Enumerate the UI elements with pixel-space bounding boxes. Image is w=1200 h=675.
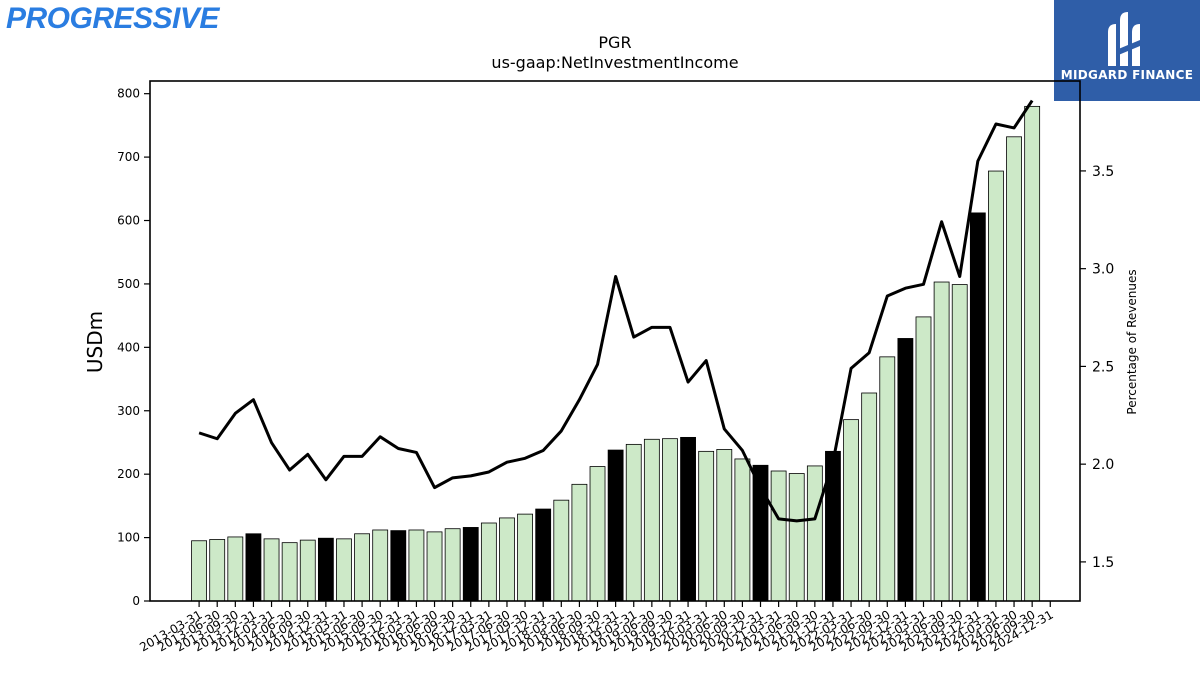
- y-tick-label: 600: [117, 214, 140, 228]
- bar: [480, 522, 497, 602]
- bar: [716, 449, 733, 602]
- bar: [535, 508, 552, 602]
- bar: [625, 443, 642, 602]
- bar: [662, 438, 678, 602]
- bar: [680, 436, 696, 602]
- bar: [897, 338, 914, 602]
- chart-subtitle: us-gaap:NetInvestmentIncome: [491, 53, 738, 72]
- bar: [643, 438, 660, 602]
- bar-series: [191, 105, 1041, 602]
- y-tick-label: 0: [132, 594, 140, 608]
- bar: [317, 537, 334, 602]
- bar: [1024, 105, 1041, 602]
- y-tick-label: 300: [117, 404, 140, 418]
- bar: [1006, 136, 1022, 602]
- bar: [933, 281, 950, 602]
- bar: [372, 529, 389, 602]
- bar: [209, 539, 226, 602]
- y2-tick-label: 3.0: [1092, 262, 1114, 278]
- midgard-mark-icon: [1108, 12, 1140, 66]
- bar: [354, 533, 370, 602]
- bar: [861, 392, 878, 602]
- revenue-share-line: [198, 99, 1034, 523]
- y-tick-label: 100: [117, 531, 140, 545]
- bar: [444, 528, 461, 602]
- bar: [263, 538, 280, 602]
- bar: [951, 284, 968, 602]
- y-tick-label: 400: [117, 340, 140, 354]
- progressive-logo-text: PROGRESSIVE: [6, 2, 219, 35]
- bar: [390, 530, 407, 602]
- y-axis-label: USDm: [83, 311, 107, 373]
- y2-tick-label: 2.5: [1092, 359, 1114, 375]
- bar: [227, 536, 244, 602]
- bar: [517, 513, 533, 602]
- bar: [607, 449, 624, 602]
- bar: [408, 529, 425, 602]
- y2-tick-label: 3.5: [1092, 164, 1114, 180]
- bar: [553, 499, 570, 602]
- midgard-brand-text: MIDGARD FINANCE: [1060, 68, 1194, 82]
- y-tick-label: 200: [117, 467, 140, 481]
- bar: [969, 212, 986, 602]
- bar: [734, 458, 751, 602]
- progressive-logo: PROGRESSIVE: [6, 2, 219, 36]
- bar: [788, 473, 805, 602]
- bar: [915, 316, 932, 602]
- chart-title: PGR: [598, 33, 631, 52]
- bar: [245, 533, 262, 602]
- bar: [191, 540, 208, 602]
- y-tick-label: 800: [117, 87, 140, 101]
- y2-tick-label: 1.5: [1092, 555, 1114, 571]
- axes: 0 100 200 300 400 500 600 700 800 1.5 2.0 2.5 3.0 3.5…: [117, 80, 1114, 654]
- bar: [770, 470, 787, 602]
- bar: [806, 465, 823, 602]
- y2-tick-label: 2.0: [1092, 457, 1114, 473]
- midgard-finance-logo: MIDGARD FINANCE: [1054, 0, 1200, 101]
- bar: [879, 356, 896, 602]
- plot-frame: [149, 80, 1081, 602]
- y2-axis-label: Percentage of Revenues: [1125, 269, 1139, 414]
- y-tick-label: 700: [117, 150, 140, 164]
- bar: [336, 538, 352, 602]
- bar: [988, 170, 1004, 602]
- bar: [499, 517, 515, 602]
- bar: [698, 450, 715, 602]
- bar: [426, 531, 443, 602]
- bar: [589, 466, 606, 602]
- bar: [843, 419, 859, 602]
- bar: [281, 542, 298, 602]
- bar: [299, 539, 316, 602]
- line-series: [198, 99, 1034, 523]
- bar: [462, 527, 479, 602]
- y-tick-label: 500: [117, 277, 140, 291]
- bar: [571, 483, 588, 602]
